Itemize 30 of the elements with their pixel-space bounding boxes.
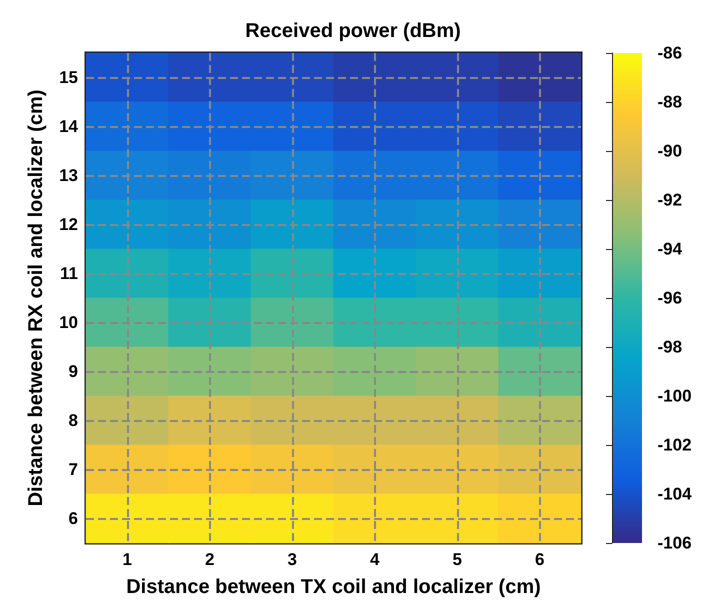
- y-tick-label: 10: [59, 313, 78, 332]
- y-tick-label: 13: [59, 166, 78, 185]
- x-tick-label: 5: [452, 550, 462, 569]
- color-bar-label: -96: [658, 288, 682, 308]
- y-tick-label: 7: [68, 460, 78, 479]
- color-bar-label: -106: [658, 534, 692, 552]
- x-tick-label: 4: [370, 550, 380, 569]
- y-axis-title: Distance between RX coil and localizer (cm): [25, 90, 47, 506]
- y-tick-label: 14: [59, 117, 79, 136]
- x-tick-label: 1: [122, 550, 132, 569]
- x-tick-label: 6: [535, 550, 544, 569]
- y-tick-label: 12: [59, 215, 78, 234]
- x-tick-label: 3: [288, 550, 297, 569]
- color-bar-label: -86: [658, 44, 682, 62]
- color-bar-label: -88: [658, 92, 682, 112]
- x-axis-title: Distance between TX coil and localizer (cm): [126, 576, 541, 598]
- y-tick-label: 6: [68, 509, 78, 528]
- color-bar-label: -90: [658, 142, 682, 160]
- y-tick-label: 9: [68, 362, 78, 381]
- color-bar-label: -102: [658, 436, 692, 454]
- chart-title: Received power (dBm): [245, 20, 461, 42]
- color-bar-label: -94: [658, 240, 683, 258]
- color-bar-label: -104: [658, 484, 692, 504]
- y-tick-label: 8: [68, 411, 78, 430]
- color-bar-label: -92: [658, 190, 682, 210]
- x-tick-label: 2: [205, 550, 214, 569]
- color-bar-label: -98: [658, 338, 682, 356]
- color-bar-label: -100: [658, 386, 692, 406]
- y-tick-label: 11: [60, 264, 78, 283]
- y-tick-label: 15: [59, 68, 78, 87]
